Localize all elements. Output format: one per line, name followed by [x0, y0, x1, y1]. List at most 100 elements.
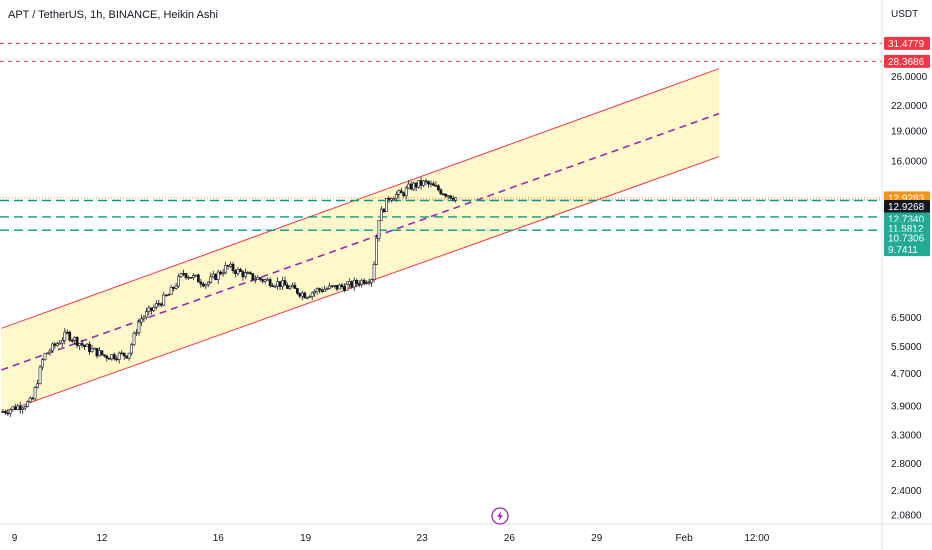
candle-body: [261, 279, 265, 282]
candle-body: [117, 352, 121, 360]
price-tag-label: 12.9283: [888, 193, 925, 204]
candle-body: [162, 294, 166, 306]
candle-body: [219, 271, 223, 275]
candle-body: [308, 296, 312, 298]
candle-body: [372, 264, 376, 280]
time-tick-label: 23: [417, 533, 429, 544]
candle-body: [253, 279, 257, 281]
candle-body: [60, 340, 64, 344]
candle-body: [407, 183, 411, 189]
channel-median-line[interactable]: [1, 112, 720, 371]
candle-body: [444, 193, 448, 197]
horizontal-levels[interactable]: [0, 42, 882, 231]
candle-body: [6, 412, 10, 415]
price-tick-label: 16.0000: [891, 156, 928, 167]
candle-body: [251, 273, 255, 281]
candle-body: [231, 263, 235, 272]
candle-body: [347, 281, 351, 285]
time-tick-label: Feb: [675, 533, 693, 544]
lightning-icon[interactable]: [491, 507, 509, 525]
price-axis[interactable]: 26.0000 22.0000 19.0000 16.0000 6.5000 5.5000…: [891, 72, 928, 522]
candle-body: [169, 287, 173, 295]
candle-body: [360, 279, 364, 286]
candle-body: [58, 342, 62, 345]
candle-body: [313, 291, 317, 294]
candle-body: [273, 285, 277, 288]
candle-body: [80, 343, 84, 346]
candle-body: [201, 283, 205, 287]
candle-body: [167, 294, 171, 296]
candle-body: [436, 185, 440, 191]
price-tick-label: 4.7000: [891, 369, 922, 380]
candle-body: [187, 276, 190, 279]
candle-body: [199, 281, 203, 285]
price-tag-label: 31.4779: [888, 39, 925, 50]
candle-body: [140, 318, 143, 323]
candle-body: [194, 274, 198, 277]
candle-body: [88, 343, 91, 353]
candle-body: [367, 282, 371, 284]
candle-body: [402, 192, 406, 196]
candle-body: [399, 190, 403, 194]
candle-body: [21, 407, 25, 410]
candle-body: [122, 352, 126, 357]
candle-body: [159, 303, 163, 306]
candle-body: [355, 279, 359, 284]
candle-body: [115, 358, 119, 361]
candle-body: [357, 283, 361, 286]
candle-body: [281, 280, 284, 287]
candle-body: [68, 331, 72, 341]
candle-body: [300, 292, 304, 297]
candle-body: [380, 208, 383, 221]
candle-body: [315, 288, 319, 292]
time-tick-label: 12:00: [744, 533, 769, 544]
candle-body: [283, 280, 287, 286]
time-axis[interactable]: 9 12 16 19 23 26 29 Feb 12:00: [12, 533, 770, 544]
candle-body: [310, 292, 314, 297]
candle-body: [132, 332, 136, 345]
candle-body: [85, 343, 89, 347]
candle-body: [164, 294, 168, 297]
parallel-channel[interactable]: [1, 68, 720, 414]
candle-body: [432, 183, 435, 186]
time-tick-label: 26: [504, 533, 516, 544]
candle-body: [441, 193, 445, 196]
candle-body: [154, 303, 158, 308]
candle-body: [446, 195, 450, 197]
price-tag: [884, 36, 930, 50]
candle-body: [48, 350, 52, 354]
candle-body: [65, 331, 69, 334]
candle-body: [100, 350, 104, 356]
candle-body: [137, 321, 141, 334]
candle-body: [414, 182, 418, 188]
candle-body: [234, 270, 237, 274]
candle-body: [13, 406, 17, 410]
candle-body: [177, 276, 180, 287]
candle-body: [288, 286, 292, 289]
price-tick-label: 2.4000: [891, 486, 922, 497]
candle-body: [157, 303, 161, 305]
candle-body: [184, 273, 188, 278]
candle-body: [286, 284, 289, 289]
price-tick-label: 3.9000: [891, 402, 922, 413]
candle-body: [298, 293, 302, 297]
candle-body: [3, 411, 7, 414]
candle-body: [1, 411, 5, 413]
candle-body: [189, 276, 193, 279]
candle-body: [271, 285, 275, 288]
candle-body: [268, 279, 272, 287]
candle-body: [427, 181, 430, 185]
candle-body: [226, 265, 230, 267]
candle-body: [112, 354, 116, 360]
channel-upper-line[interactable]: [1, 68, 720, 329]
candle-body: [404, 187, 408, 196]
candle-body: [323, 289, 326, 292]
candle-body: [394, 194, 398, 200]
candle-body: [174, 285, 178, 289]
candle-body: [120, 352, 124, 355]
candle-body: [397, 190, 401, 195]
price-tick-label: 2.8000: [891, 459, 922, 470]
candle-body: [305, 296, 309, 299]
candle-body: [38, 366, 42, 384]
